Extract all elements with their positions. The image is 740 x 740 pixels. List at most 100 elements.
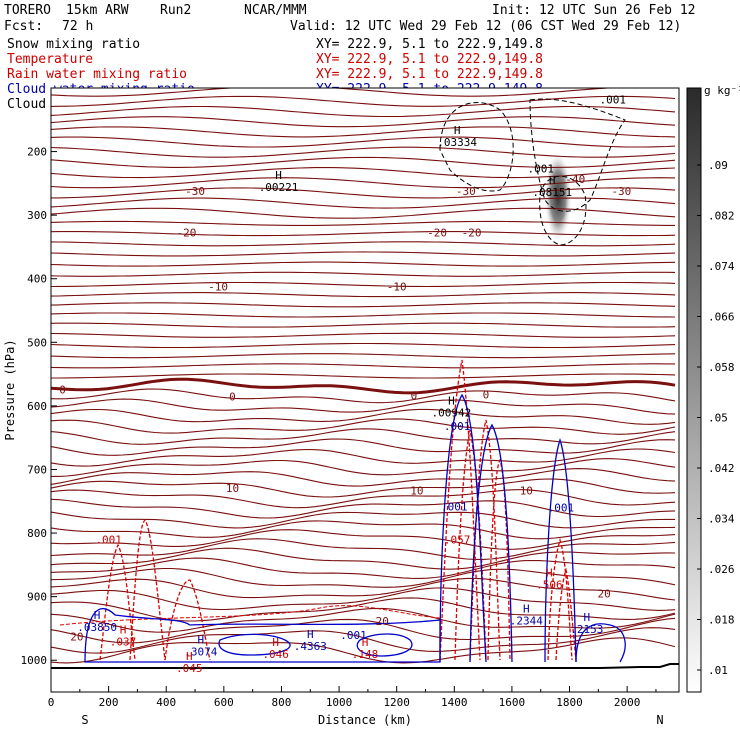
extremum-value: .3074 [184,646,217,659]
extremum-value: .00221 [259,181,299,194]
isotherm-line [51,377,676,395]
isotherm-line [51,105,676,118]
x-axis: 0 200 400 600 800 1000 1200 1400 1600 1800 2000 [48,686,657,709]
colorbar-tick-label: .01 [708,664,728,677]
terrain-line [51,663,679,669]
isotherm-line [51,448,676,467]
model-name: TORERO [4,3,51,18]
valid-time: Valid: 12 UTC Wed 29 Feb 12 (06 CST Wed … [290,19,681,34]
extremum-value: .045 [176,662,203,675]
forecast-label: Fcst: [4,19,43,34]
cloud-ice-contours [439,98,626,246]
isotherm-line [51,428,676,445]
rain-water-contour [555,567,577,661]
rain-water-contour [487,458,511,661]
isotherm-line [51,146,676,158]
isotherm-label: -10 [208,280,228,293]
forecast-value: 72 h [62,19,93,34]
colorbar: g kg⁻¹ .09 .082 .074 .066 .058 .05 .042 .034 .02… [686,84,740,693]
extremum-value: .2153 [570,623,603,636]
contour-value-label: .001 [95,533,122,546]
isotherm-line [51,597,676,622]
contour-value-label: .001 [599,93,626,106]
extremum-marker: H [549,174,556,187]
x-tick-label: 1000 [326,696,353,709]
cloud-ice-contour [539,175,587,246]
y-axis: 200 300 400 500 600 700 800 900 1000 [21,146,57,667]
isotherm-line [51,478,676,498]
cloud-water-contour [84,608,441,663]
extremum-marker: H [523,603,530,616]
extremum-marker: H [186,650,193,663]
isotherm-line [51,607,676,633]
isotherm-line [51,95,676,107]
extremum-marker: H [584,611,591,624]
isotherm-line [51,322,676,328]
contour-value-label: .001 [444,420,471,433]
isotherm-line [51,468,676,487]
isotherm-label: 10 [410,484,423,497]
rain-water-contour [129,519,166,661]
grid-spacing: 15km ARW [66,3,129,18]
isotherm-line [51,231,676,237]
isotherm-line [51,637,676,664]
plot-area: -30 -30 -30 -40 -20 -20 -20 -10 -10 0 0 0 0 10 10 10 20 2… [21,87,680,709]
x-tick-label: 400 [156,696,176,709]
contour-value-label: .001 [441,500,468,513]
extremum-value: .03334 [437,136,477,149]
contour-value-label: .001 [527,163,554,176]
cloud-water-contour [218,633,291,656]
isotherm-label: 10 [226,482,239,495]
y-tick-label: 700 [27,463,47,476]
isotherm-label: -40 [565,173,585,186]
colorbar-tick-label: .018 [708,614,735,627]
rain-water-contours [59,359,577,661]
cloud-ice-contour [439,102,514,192]
extremum-value: .506 [536,578,563,591]
contour-value-label: .057 [444,533,471,546]
extremum-value: .037 [110,636,137,649]
rain-water-contour [164,579,211,661]
isotherm-line [51,207,676,219]
isotherm-label: -30 [611,185,631,198]
colorbar-tick-label: .034 [708,513,735,526]
isotherm-line [51,156,676,168]
isotherm-label: -20 [176,226,196,239]
plot-frame [50,87,680,693]
isotherm-line [51,116,676,128]
isotherm-line [51,136,676,148]
cloud-water-contour [575,623,626,663]
x-tick-label: 2000 [614,696,641,709]
cloud-water-contour [544,437,577,663]
snow-maximum-shading [544,151,572,243]
isotherm-line [51,388,676,404]
y-tick-label: 600 [27,400,47,413]
isotherm-line [51,557,676,579]
legend-item-xy: XY= 222.9, 5.1 to 222.9,149.8 [316,52,543,67]
cloud-water-contour [439,393,487,663]
isotherm-line [51,187,676,199]
cloud-ice-contour [529,98,626,212]
x-tick-label: 1200 [383,696,410,709]
x-axis-south-label: S [81,713,88,727]
y-tick-label: 300 [27,209,47,222]
colorbar-tick-label: .042 [708,462,735,475]
cloud-water-contour [356,633,413,657]
rain-water-contour [469,419,501,661]
colorbar-unit: g kg⁻¹ [704,84,740,97]
isotherm-line [51,342,676,349]
extremum-marker: H [307,628,314,641]
rain-water-contour [454,429,487,661]
isotherm-label: -10 [387,280,407,293]
isotherm-line [51,281,676,288]
isotherm-line [51,458,676,477]
extremum-value: .00942 [432,407,472,420]
colorbar-tick-label: .074 [708,260,735,273]
run-name: Run2 [160,3,191,18]
isotherm-line [51,547,676,570]
isotherm-line [51,126,676,138]
extremum-value: .4363 [294,640,327,653]
init-time: Init: 12 UTC Sun 26 Feb 12 [492,3,696,18]
rain-water-contour [99,543,136,661]
